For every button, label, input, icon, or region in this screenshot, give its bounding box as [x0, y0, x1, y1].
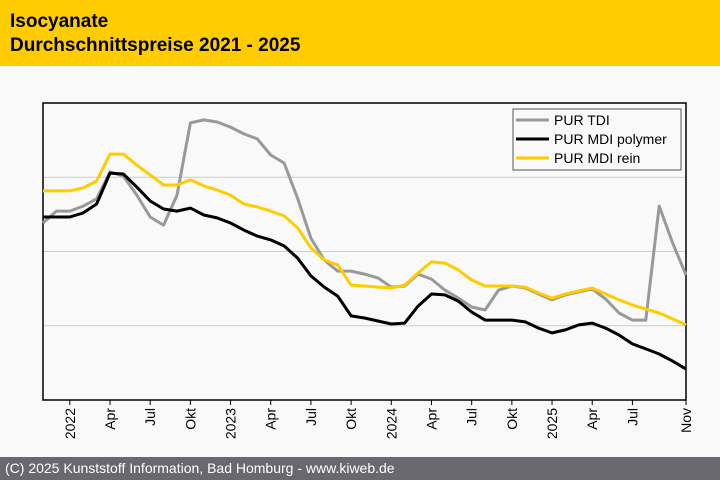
x-tick-label: Jul — [464, 408, 480, 426]
legend-label: PUR MDI rein — [554, 150, 640, 166]
footer-bar: (C) 2025 Kunststoff Information, Bad Hom… — [0, 457, 720, 480]
x-tick-label: 2022 — [62, 408, 78, 439]
x-tick-label: 2024 — [383, 408, 399, 439]
x-tick-label: 2023 — [223, 408, 239, 439]
legend-label: PUR MDI polymer — [554, 131, 667, 147]
plot-frame — [42, 102, 687, 401]
x-tick-label: Okt — [182, 408, 198, 430]
series-line-pur-mdi-polymer — [43, 171, 687, 371]
x-tick-label: Apr — [102, 408, 118, 430]
chart-area: 2022 Apr Jul Okt 2023 Apr Jul Okt 2024 Apr Jul Okt 2… — [0, 66, 720, 456]
x-tick-label: Apr — [423, 408, 439, 430]
x-tick-label: Nov — [678, 408, 694, 433]
x-tick-label: Apr — [584, 408, 600, 430]
series-layer — [42, 118, 688, 371]
x-tick-label: Jul — [142, 408, 158, 426]
header-banner: Isocyanate Durchschnittspreise 2021 - 20… — [0, 0, 720, 66]
x-tick-label: 2025 — [544, 408, 560, 439]
copyright-text: (C) 2025 Kunststoff Information, Bad Hom… — [5, 460, 395, 476]
x-tick-label: Okt — [343, 408, 359, 430]
chart-title-line2: Durchschnittspreise 2021 - 2025 — [10, 35, 301, 56]
x-axis: 2022 Apr Jul Okt 2023 Apr Jul Okt 2024 Apr Jul Okt 2… — [62, 400, 694, 439]
x-tick-label: Okt — [504, 408, 520, 430]
chart-title-line1: Isocyanate — [10, 11, 109, 32]
x-tick-label: Jul — [303, 408, 319, 426]
x-tick-label: Apr — [263, 408, 279, 430]
legend: PUR TDI PUR MDI polymer PUR MDI rein — [512, 108, 682, 171]
line-chart: 2022 Apr Jul Okt 2023 Apr Jul Okt 2024 Apr Jul Okt 2… — [42, 102, 694, 439]
series-line-pur-mdi-rein — [43, 152, 687, 327]
x-tick-label: Jul — [624, 408, 640, 426]
legend-label: PUR TDI — [554, 112, 610, 128]
